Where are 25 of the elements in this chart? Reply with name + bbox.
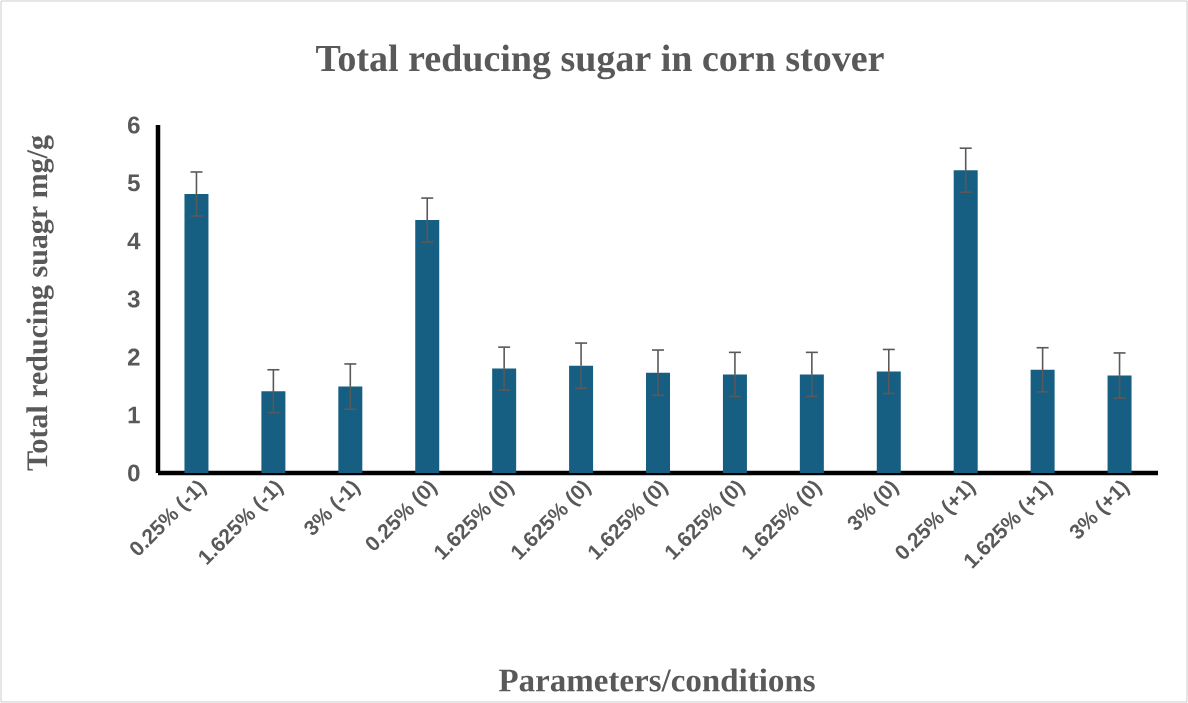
bar — [261, 391, 286, 473]
bar — [1030, 369, 1055, 473]
x-tick-label: 3% (-1) — [304, 480, 362, 535]
bar — [722, 374, 747, 473]
y-tick-label: 4 — [127, 232, 141, 250]
y-axis-title: Total reducing suagr mg/g — [26, 135, 54, 471]
bar — [184, 194, 209, 473]
bar — [492, 368, 517, 473]
x-tick-label: 3% (0) — [847, 480, 900, 530]
bar — [569, 365, 594, 473]
x-axis-title: Parameters/conditions — [499, 668, 815, 692]
bar — [1107, 375, 1132, 473]
bar — [646, 372, 670, 473]
bar — [799, 374, 824, 473]
y-tick-label: 3 — [127, 290, 140, 308]
bar — [338, 386, 363, 473]
bar — [876, 371, 901, 473]
y-tick-label: 0 — [128, 464, 140, 482]
y-tick-label: 2 — [127, 348, 140, 366]
bar — [415, 220, 440, 473]
y-tick-label: 6 — [128, 116, 140, 134]
y-tick-label: 1 — [128, 406, 140, 424]
y-tick-label: 5 — [127, 174, 140, 192]
chart-title: Total reducing sugar in corn stover — [316, 44, 884, 80]
bar — [953, 170, 978, 473]
